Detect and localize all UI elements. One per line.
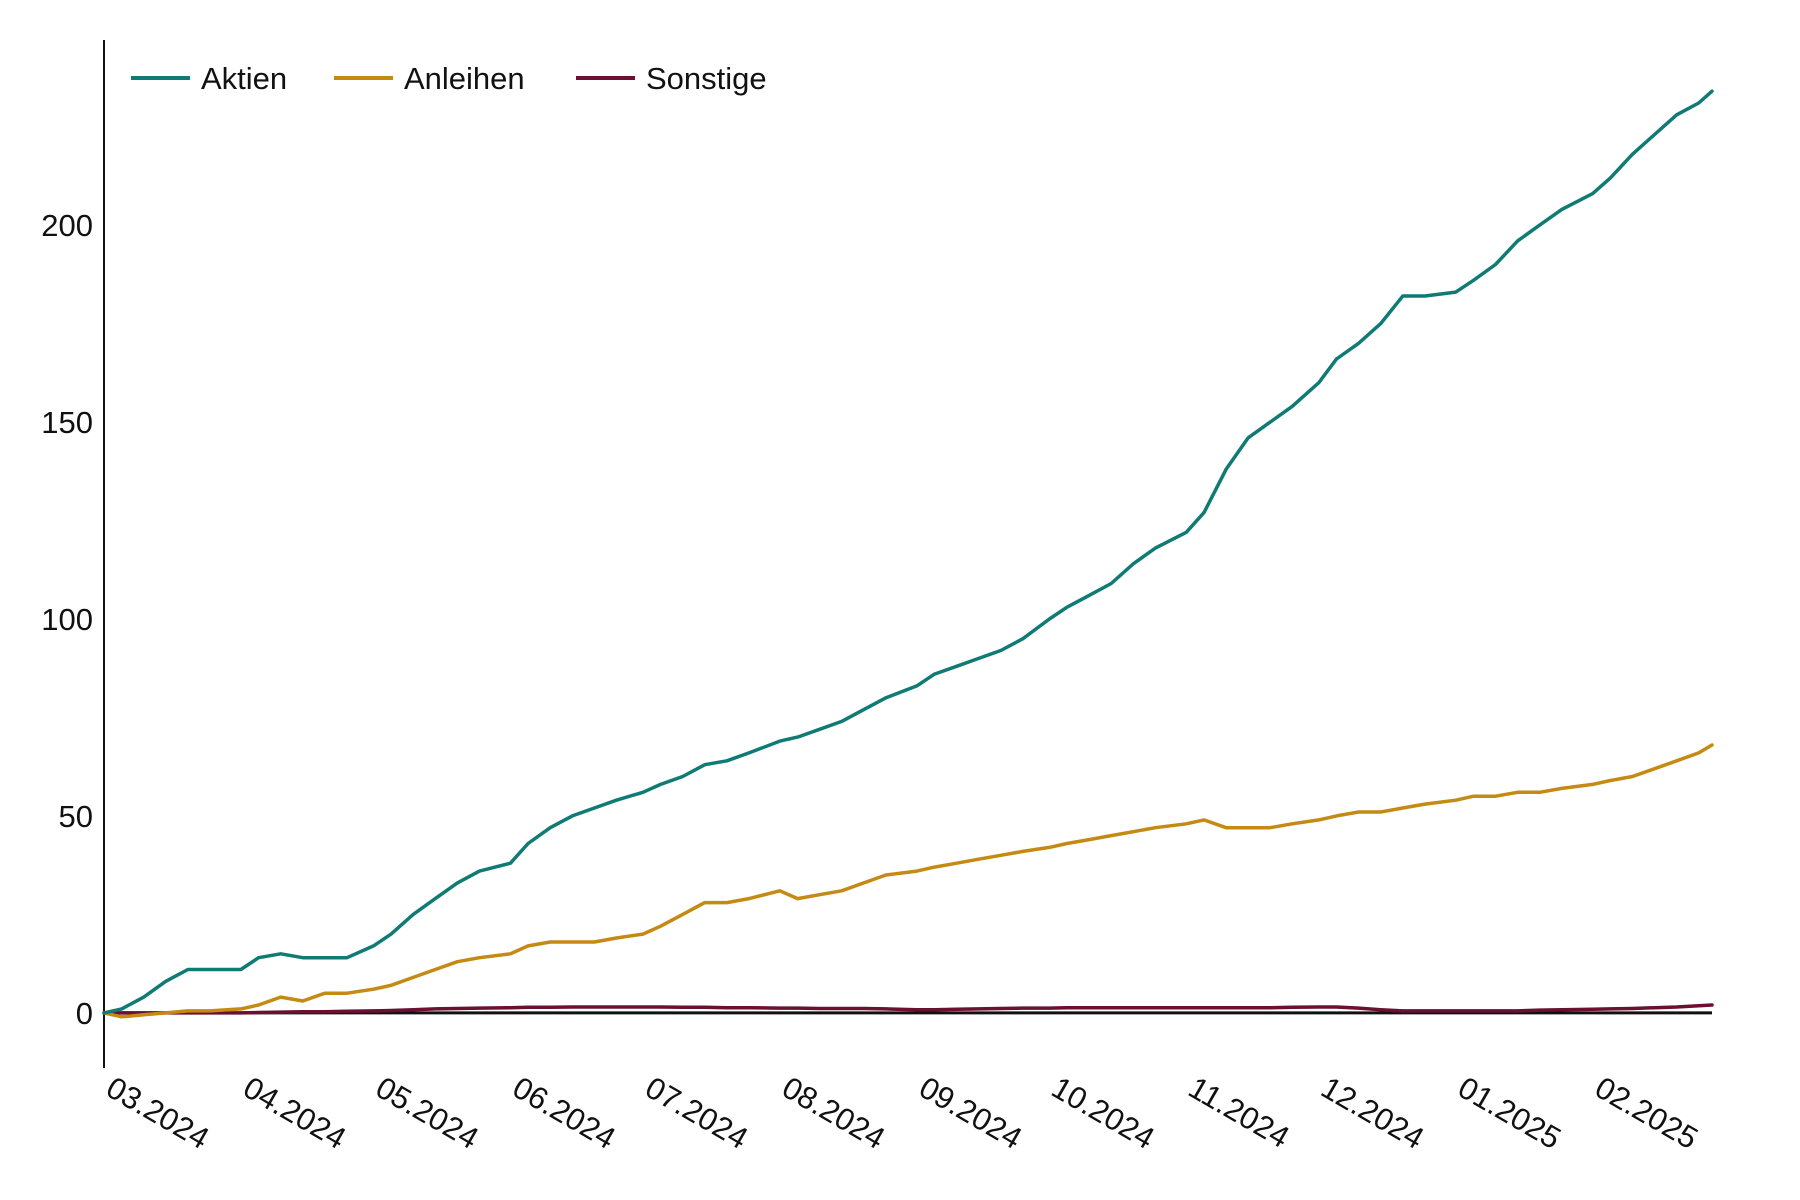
x-tick-label: 12.2024 [1315, 1070, 1430, 1156]
x-tick-label: 02.2025 [1589, 1070, 1704, 1156]
x-tick-label: 11.2024 [1183, 1070, 1296, 1155]
x-tick-label: 03.2024 [101, 1070, 216, 1156]
series-line-sonstige [102, 1003, 1714, 1015]
legend-label-anleihen: Anleihen [404, 61, 525, 96]
series-line-aktien [102, 89, 1714, 1015]
x-tick-label: 08.2024 [776, 1070, 891, 1156]
x-tick-label: 04.2024 [237, 1070, 352, 1156]
y-tick-label: 0 [76, 996, 93, 1031]
legend: Aktien Anleihen Sonstige [131, 61, 767, 96]
x-tick-label: 01.2025 [1452, 1070, 1567, 1156]
y-tick-label: 50 [59, 799, 93, 834]
y-tick-labels: 0 50 100 150 200 [41, 208, 93, 1031]
y-tick-label: 200 [41, 208, 93, 243]
y-tick-label: 100 [41, 602, 93, 637]
x-tick-labels: 03.2024 04.2024 05.2024 06.2024 07.2024 08.20… [101, 1070, 1704, 1156]
x-tick-label: 06.2024 [507, 1070, 622, 1156]
y-tick-label: 150 [41, 405, 93, 440]
x-tick-label: 09.2024 [913, 1070, 1028, 1156]
x-tick-label: 07.2024 [639, 1070, 754, 1156]
series-lines [102, 89, 1714, 1019]
x-tick-label: 05.2024 [370, 1070, 485, 1156]
series-line-anleihen [102, 743, 1714, 1019]
legend-label-aktien: Aktien [201, 61, 287, 96]
legend-label-sonstige: Sonstige [646, 61, 767, 96]
x-tick-label: 10.2024 [1046, 1070, 1161, 1156]
